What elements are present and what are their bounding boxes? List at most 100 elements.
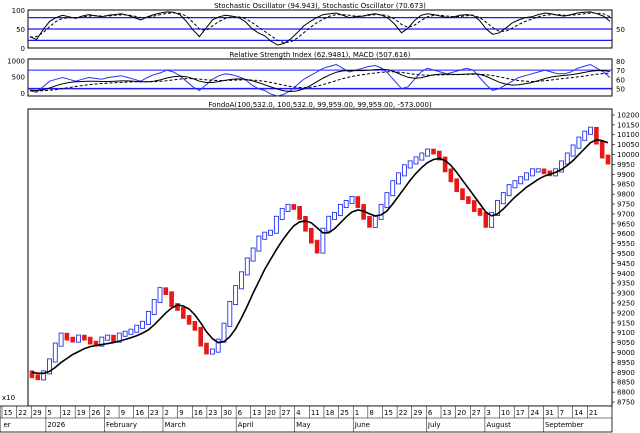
x-tick-label: 13 <box>252 409 261 417</box>
x-tick-label: 23 <box>208 409 217 417</box>
x-tick-label: 18 <box>325 409 334 417</box>
price-candle <box>506 184 512 197</box>
x-tick-label: 20 <box>267 409 276 417</box>
price-candle <box>605 154 611 165</box>
price-candle <box>233 285 239 306</box>
price-candle <box>47 358 52 375</box>
price-candle <box>70 336 75 343</box>
x-tick-label: 12 <box>62 409 71 417</box>
price-candle <box>355 196 361 208</box>
price-y-tick-label: 10000 <box>617 151 639 159</box>
price-y-tick-label: 10100 <box>617 131 639 139</box>
price-y-tick-label: 9150 <box>617 319 635 327</box>
price-candle <box>326 215 332 232</box>
macd-series-line <box>29 68 611 93</box>
x-tick-label: 1 <box>355 409 359 417</box>
price-candle <box>396 172 401 185</box>
price-y-tick-label: 9950 <box>617 161 635 169</box>
price-candle <box>273 215 279 234</box>
x-month-label: July <box>427 421 441 429</box>
x-month-label: May <box>296 421 310 429</box>
rsi-series-line <box>29 63 611 97</box>
price-candle <box>268 229 273 236</box>
price-y-tick-label: 9700 <box>617 210 635 218</box>
price-candle <box>209 348 215 355</box>
price-candle <box>564 152 570 165</box>
x-tick-label: 20 <box>457 409 466 417</box>
x-tick-label: 29 <box>33 409 42 417</box>
price-candle <box>529 168 535 177</box>
price-candle <box>239 271 244 290</box>
price-candle <box>454 178 460 193</box>
price-candle <box>460 188 465 201</box>
price-y-tick-label: 9050 <box>617 339 635 347</box>
price-candle <box>489 211 495 228</box>
price-candle <box>448 168 454 183</box>
price-candle <box>122 330 128 337</box>
price-candle <box>256 235 262 252</box>
x-tick-label: 17 <box>516 409 525 417</box>
price-candle <box>215 338 221 353</box>
price-y-tick-label: 9400 <box>617 270 635 278</box>
x-month-label: April <box>238 421 254 429</box>
price-candle <box>599 140 605 159</box>
price-candle <box>99 336 105 347</box>
x-tick-label: 25 <box>340 409 349 417</box>
price-y-tick-label: 10150 <box>617 121 639 129</box>
price-candle <box>244 257 250 276</box>
stochastic-y-tick-left: 100 <box>12 7 25 15</box>
price-candle <box>116 332 122 343</box>
price-y-tick-label: 9650 <box>617 220 635 228</box>
price-candle <box>518 176 524 185</box>
price-candle <box>582 130 588 141</box>
price-y-tick-label: 9600 <box>617 230 635 238</box>
x-tick-label: 6 <box>238 409 243 417</box>
x-tick-label: 5 <box>47 409 51 417</box>
price-candle <box>308 227 314 244</box>
price-candle <box>466 196 471 204</box>
price-candle <box>390 180 396 197</box>
price-candle <box>541 168 547 175</box>
x-tick-label: 15 <box>4 409 13 417</box>
moving-average-line <box>31 138 609 375</box>
price-y-tick-label: 9250 <box>617 300 635 308</box>
price-candle <box>594 126 599 145</box>
price-y-tick-label: 8750 <box>617 399 635 407</box>
x-tick-label: 24 <box>530 409 539 417</box>
price-y-tick-label: 9300 <box>617 290 635 298</box>
price-panel: 10200 10150 10100 10050 10000 9950 9900 9850 980… <box>29 111 639 407</box>
price-candle <box>279 207 285 220</box>
rsi-y-tick-right: 70 <box>616 67 625 75</box>
macd-y-tick-left: 1000 <box>7 58 25 66</box>
x-month-label: er <box>4 421 11 429</box>
x-month-label: August <box>486 421 511 429</box>
price-y-tick-label: 9000 <box>617 349 635 357</box>
x-tick-label: 27 <box>282 409 291 417</box>
price-candle <box>186 314 192 325</box>
corner-label: x10 <box>2 394 15 402</box>
price-y-tick-label: 9850 <box>617 181 635 189</box>
x-tick-label: 9 <box>179 409 183 417</box>
price-candle <box>163 287 169 296</box>
price-candle <box>303 216 308 232</box>
price-candle <box>419 152 425 161</box>
price-y-tick-label: 9550 <box>617 240 635 248</box>
price-candle <box>500 192 506 205</box>
x-tick-label: 8 <box>369 409 373 417</box>
price-candle <box>413 156 419 165</box>
x-tick-label: 26 <box>91 409 100 417</box>
x-tick-label: 16 <box>135 409 144 417</box>
price-candle <box>401 164 407 177</box>
x-tick-label: 7 <box>560 409 564 417</box>
price-candle <box>192 320 198 331</box>
x-tick-label: 9 <box>121 409 125 417</box>
price-title: FondoA(100,532.0, 100,532.0, 99,959.00, … <box>208 101 432 109</box>
price-candle <box>64 332 70 341</box>
price-candle <box>442 156 448 173</box>
stochastic-series-line <box>29 12 611 44</box>
price-y-tick-label: 8950 <box>617 359 635 367</box>
price-y-tick-label: 8800 <box>617 389 635 397</box>
x-tick-label: 15 <box>384 409 393 417</box>
price-candle <box>320 227 326 254</box>
x-tick-label: 16 <box>194 409 203 417</box>
